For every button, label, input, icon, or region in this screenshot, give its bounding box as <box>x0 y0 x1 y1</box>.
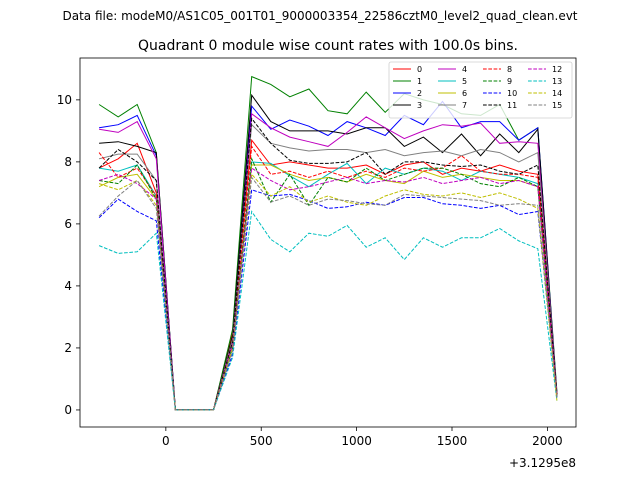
y-tick-label: 0 <box>64 403 72 417</box>
legend-label-8: 8 <box>507 65 512 74</box>
legend-label-11: 11 <box>507 101 517 110</box>
legend-label-13: 13 <box>552 77 562 86</box>
chart-title: Quadrant 0 module wise count rates with … <box>138 38 518 54</box>
x-tick-label: 1000 <box>341 434 372 448</box>
legend-label-3: 3 <box>417 101 422 110</box>
legend-box <box>388 61 573 119</box>
x-offset-label: +3.1295e8 <box>509 456 576 470</box>
legend-label-9: 9 <box>507 77 512 86</box>
x-tick-label: 500 <box>250 434 273 448</box>
series-line-0 <box>98 138 558 411</box>
series-line-10 <box>98 189 558 411</box>
legend-label-12: 12 <box>552 65 562 74</box>
x-axis: 0 500 1000 1500 2000 <box>162 427 563 448</box>
legend-label-0: 0 <box>417 65 422 74</box>
series-line-11 <box>98 117 558 411</box>
y-tick-label: 10 <box>57 93 72 107</box>
y-tick-label: 4 <box>64 279 72 293</box>
axes-frame <box>79 57 577 428</box>
series-line-12 <box>98 167 558 411</box>
legend-label-1: 1 <box>417 77 422 86</box>
series-line-5 <box>99 161 558 411</box>
legend-label-7: 7 <box>462 101 467 110</box>
legend-label-15: 15 <box>552 101 562 110</box>
y-axis: 0 2 4 6 8 10 <box>57 93 80 417</box>
legend-label-14: 14 <box>552 89 562 98</box>
series-line-1 <box>98 75 558 411</box>
series-line-14 <box>98 173 558 411</box>
y-tick-label: 8 <box>64 155 72 169</box>
y-tick-label: 6 <box>64 217 72 231</box>
x-tick-label: 2000 <box>532 434 563 448</box>
series-line-15 <box>98 176 558 411</box>
y-tick-label: 2 <box>64 341 72 355</box>
legend-label-10: 10 <box>507 89 517 98</box>
series-line-4 <box>99 112 558 411</box>
series-line-6 <box>98 164 558 411</box>
legend-label-2: 2 <box>417 89 422 98</box>
suptitle: Data file: modeM0/AS1C05_001T01_90000033… <box>62 9 577 23</box>
legend-label-4: 4 <box>462 65 467 74</box>
legend-label-5: 5 <box>462 77 467 86</box>
series-line-3 <box>99 93 558 411</box>
legend-label-6: 6 <box>462 89 467 98</box>
plot-lines <box>98 75 558 411</box>
series-line-7 <box>98 123 558 411</box>
x-tick-label: 0 <box>162 434 170 448</box>
series-line-8 <box>98 144 558 411</box>
x-tick-label: 1500 <box>437 434 468 448</box>
series-line-9 <box>99 156 558 411</box>
